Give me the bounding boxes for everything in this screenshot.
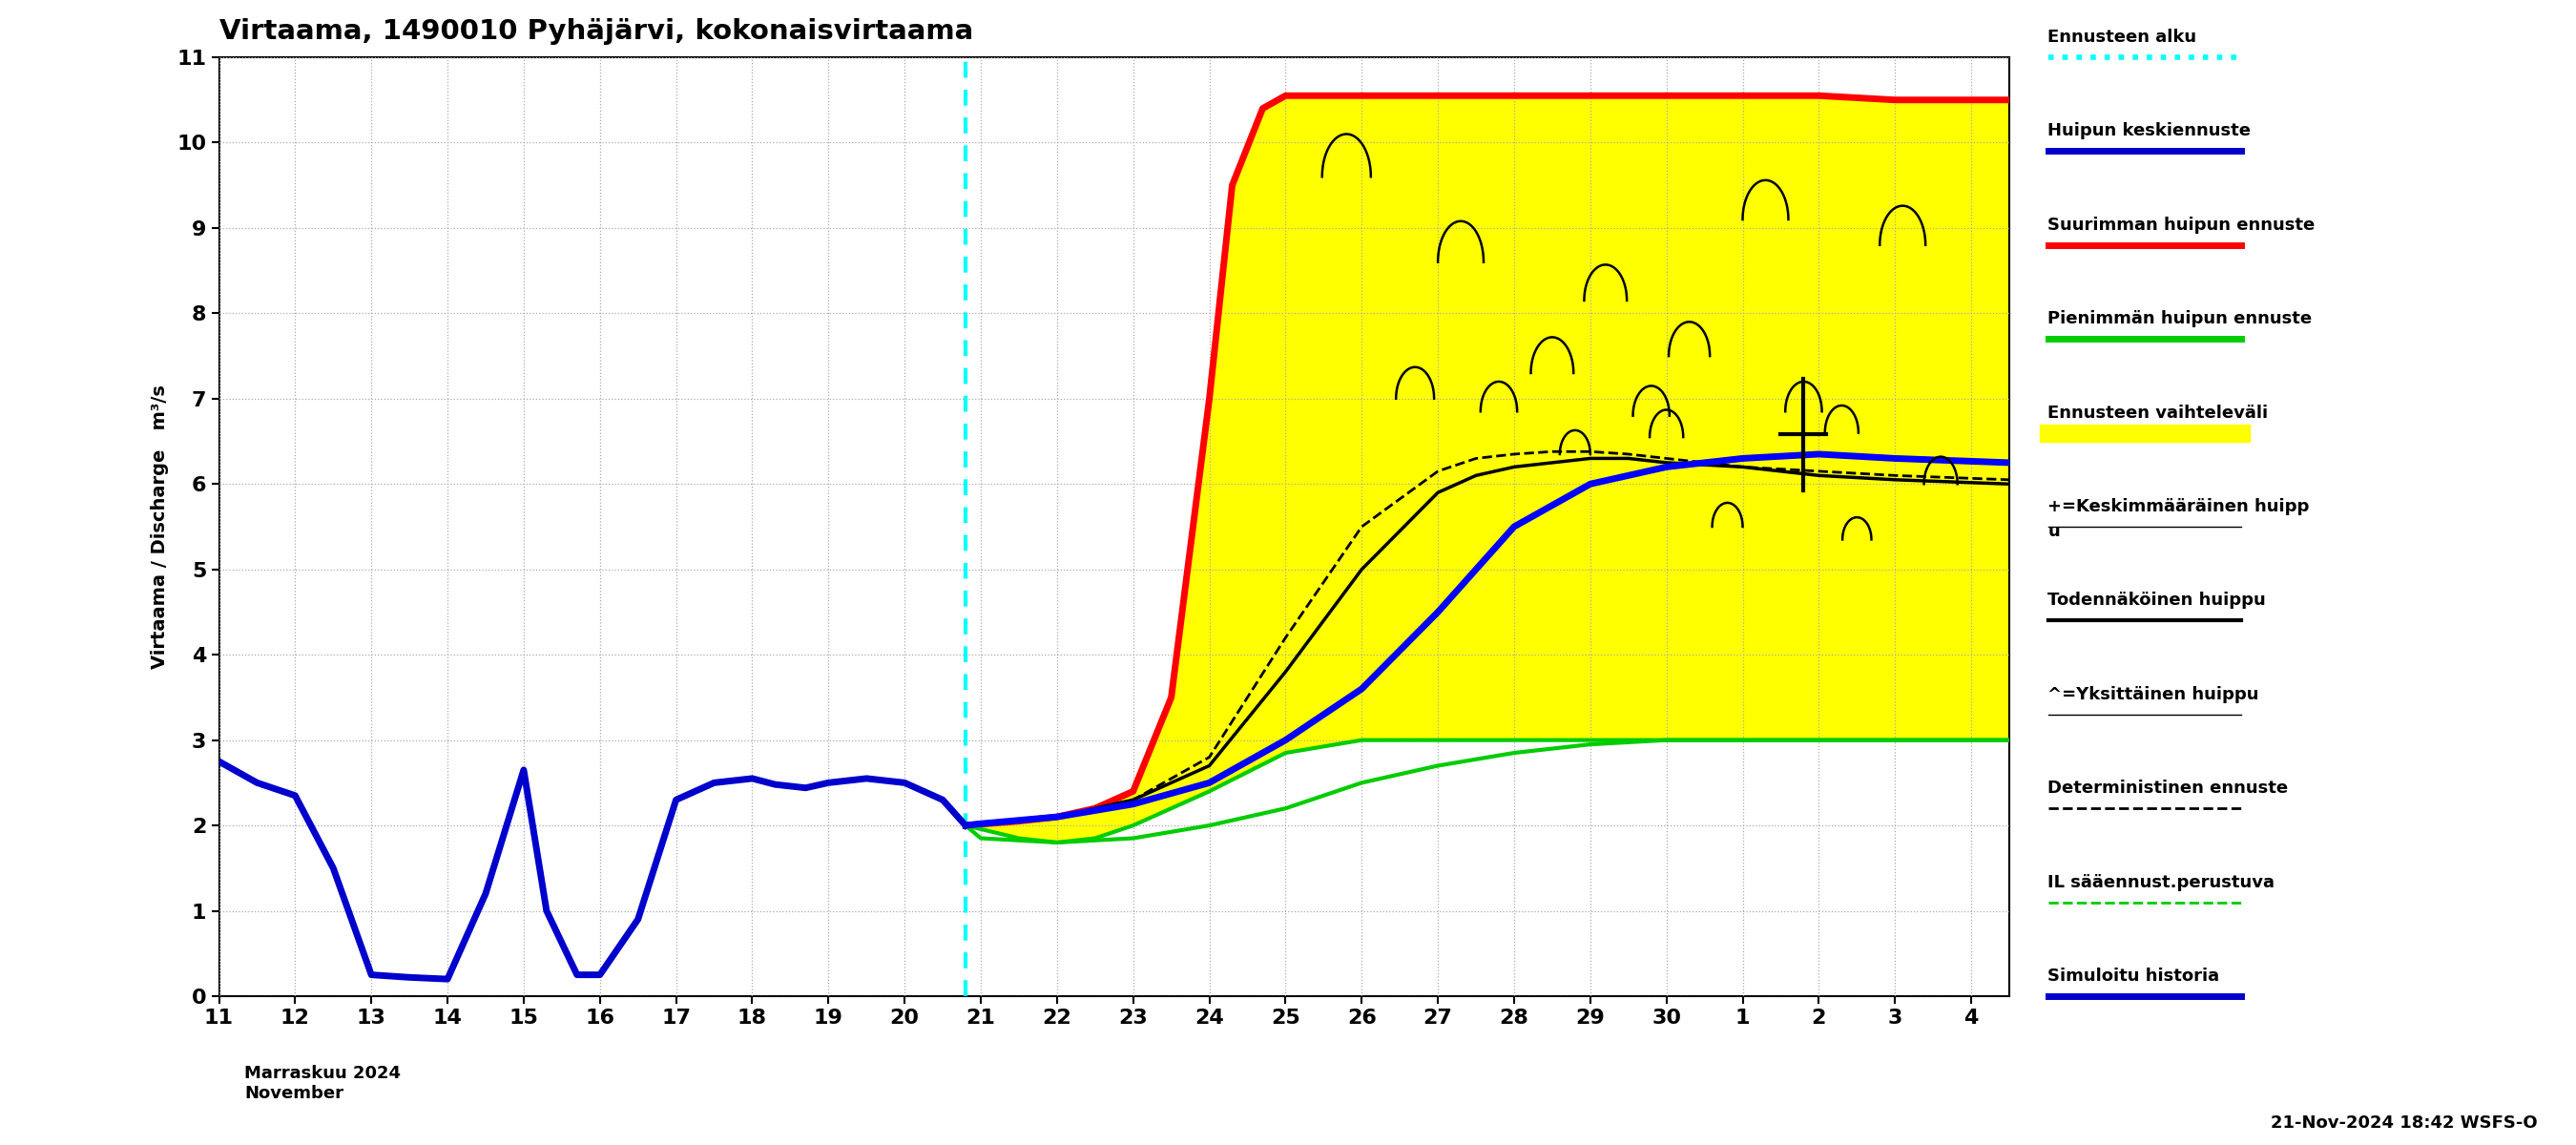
Text: u: u (2048, 523, 2061, 540)
Text: Marraskuu 2024
November: Marraskuu 2024 November (245, 1065, 402, 1101)
Text: Huipun keskiennuste: Huipun keskiennuste (2048, 123, 2251, 140)
Y-axis label: Virtaama / Discharge   m³/s: Virtaama / Discharge m³/s (149, 385, 167, 669)
Text: Simuloitu historia: Simuloitu historia (2048, 968, 2221, 985)
Text: IL sääennust.perustuva: IL sääennust.perustuva (2048, 874, 2275, 891)
Text: +=Keskimmääräinen huipp: +=Keskimmääräinen huipp (2048, 498, 2311, 515)
Text: Deterministinen ennuste: Deterministinen ennuste (2048, 780, 2287, 797)
Text: Suurimman huipun ennuste: Suurimman huipun ennuste (2048, 216, 2316, 234)
Text: ^=Yksittäinen huippu: ^=Yksittäinen huippu (2048, 686, 2259, 703)
Text: Ennusteen alku: Ennusteen alku (2048, 29, 2197, 46)
Text: 21-Nov-2024 18:42 WSFS-O: 21-Nov-2024 18:42 WSFS-O (2269, 1114, 2537, 1131)
Text: Virtaama, 1490010 Pyhäjärvi, kokonaisvirtaama: Virtaama, 1490010 Pyhäjärvi, kokonaisvir… (219, 17, 974, 45)
Text: Todennäköinen huippu: Todennäköinen huippu (2048, 592, 2267, 609)
Text: Ennusteen vaihteleväli: Ennusteen vaihteleväli (2048, 404, 2269, 421)
Text: Pienimmän huipun ennuste: Pienimmän huipun ennuste (2048, 310, 2313, 327)
